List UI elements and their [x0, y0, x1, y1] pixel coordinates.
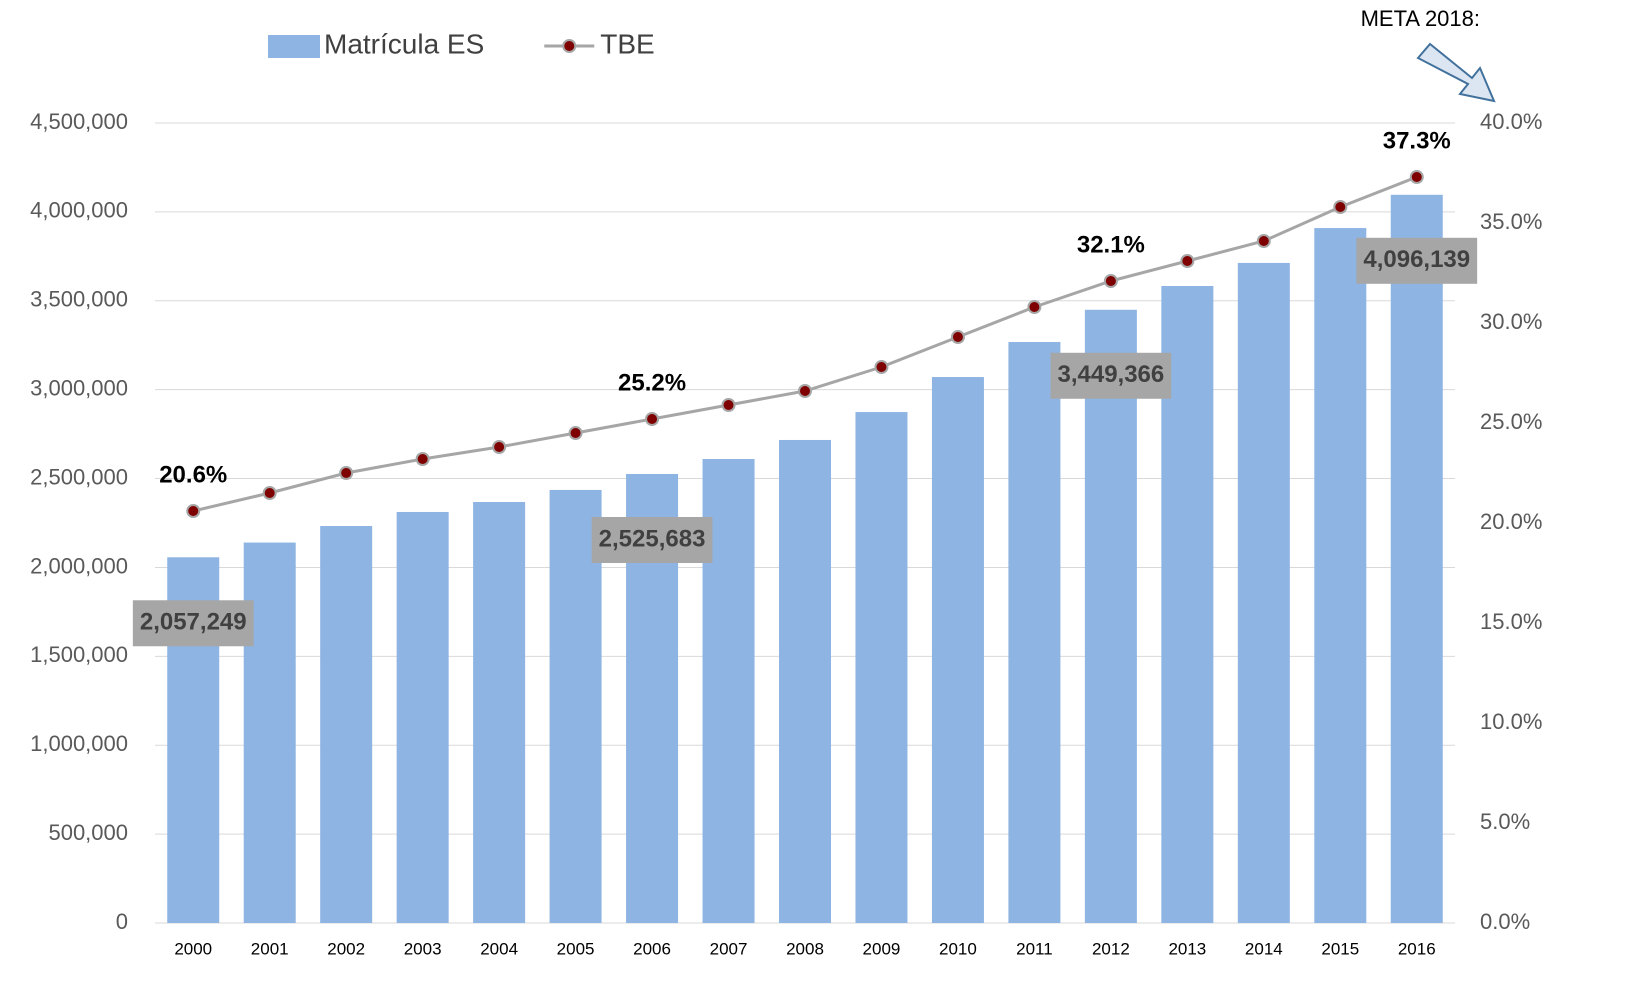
marker: [415, 452, 430, 466]
marker: [798, 384, 812, 398]
y-tick-label: 1,000,000: [30, 731, 128, 756]
x-tick-label: 2001: [251, 939, 289, 958]
marker: [186, 504, 201, 518]
x-tick-label: 2009: [863, 939, 901, 958]
x-tick-label: 2016: [1398, 939, 1436, 958]
bar: [855, 412, 908, 923]
y2-tick-label: 35.0%: [1480, 209, 1542, 234]
y2-tick-label: 25.0%: [1480, 409, 1542, 434]
marker: [492, 440, 507, 454]
bar: [1237, 262, 1290, 923]
x-tick-label: 2011: [1016, 939, 1053, 958]
label-box: [1356, 237, 1478, 284]
label-box: [591, 516, 713, 563]
x-tick-label: 2015: [1321, 939, 1359, 958]
bar: [320, 526, 373, 923]
y-tick-label: 4,500,000: [30, 109, 128, 134]
bar: [1390, 194, 1443, 924]
arrow: [1416, 42, 1496, 103]
x-tick-label: 2010: [939, 939, 977, 958]
legend-label: TBE: [600, 28, 654, 59]
y-tick-label: 500,000: [48, 820, 128, 845]
bar: [1314, 228, 1367, 924]
bar: [779, 439, 831, 923]
x-tick-label: 2003: [404, 939, 442, 958]
line-value-label: 37.3%: [1383, 127, 1451, 154]
y2-tick-label: 0.0%: [1480, 909, 1530, 934]
marker: [950, 330, 965, 344]
x-tick-label: 2004: [480, 939, 518, 958]
y2-tick-label: 5.0%: [1480, 809, 1530, 834]
marker: [1409, 170, 1424, 184]
bar: [243, 542, 296, 923]
y-tick-label: 4,000,000: [30, 198, 128, 223]
x-tick-label: 2006: [633, 939, 671, 958]
line-value-label: 32.1%: [1077, 231, 1145, 258]
y2-tick-label: 20.0%: [1480, 509, 1542, 534]
bar: [1008, 342, 1061, 923]
bar: [1084, 309, 1137, 923]
bar-value-label: 4,096,139: [1363, 246, 1470, 273]
marker: [262, 486, 277, 500]
marker: [1333, 200, 1348, 214]
y2-tick-label: 10.0%: [1480, 709, 1542, 734]
y2-tick-label: 30.0%: [1480, 309, 1542, 334]
y-tick-label: 1,500,000: [30, 642, 128, 667]
marker: [1256, 234, 1271, 248]
label-box: [1050, 352, 1172, 399]
y2-tick-label: 15.0%: [1480, 609, 1542, 634]
x-tick-label: 2008: [786, 939, 824, 958]
legend-swatch: [268, 35, 320, 58]
bar: [473, 502, 526, 923]
y-tick-label: 0: [116, 909, 128, 934]
marker: [339, 466, 354, 480]
legend-marker: [562, 39, 577, 53]
x-tick-label: 2000: [174, 939, 212, 958]
x-tick-label: 2012: [1092, 939, 1130, 958]
bar: [396, 511, 449, 923]
marker: [645, 412, 660, 426]
y-tick-label: 2,500,000: [30, 464, 128, 489]
marker: [874, 360, 889, 374]
y-tick-label: 2,000,000: [30, 553, 128, 578]
x-tick-label: 2007: [710, 939, 748, 958]
x-tick-label: 2005: [557, 939, 595, 958]
bar-value-label: 2,057,249: [140, 609, 247, 636]
marker: [568, 426, 583, 440]
marker: [721, 398, 736, 412]
bar: [931, 377, 984, 923]
y2-tick-label: 40.0%: [1480, 109, 1542, 134]
bar-value-label: 3,449,366: [1057, 361, 1164, 388]
line-value-label: 25.2%: [618, 369, 686, 396]
y-tick-label: 3,500,000: [30, 287, 128, 312]
y-tick-label: 3,000,000: [30, 375, 128, 400]
marker: [1027, 300, 1042, 314]
bar-value-label: 2,525,683: [599, 525, 706, 552]
x-tick-label: 2013: [1168, 939, 1206, 958]
line-value-label: 20.6%: [159, 461, 227, 488]
marker: [1103, 274, 1118, 288]
marker: [1180, 254, 1195, 268]
legend-label: Matrícula ES: [324, 28, 484, 59]
annotation: META 2018:: [1361, 6, 1480, 31]
x-tick-label: 2002: [327, 939, 365, 958]
x-tick-label: 2014: [1245, 939, 1283, 958]
label-box: [132, 600, 254, 647]
